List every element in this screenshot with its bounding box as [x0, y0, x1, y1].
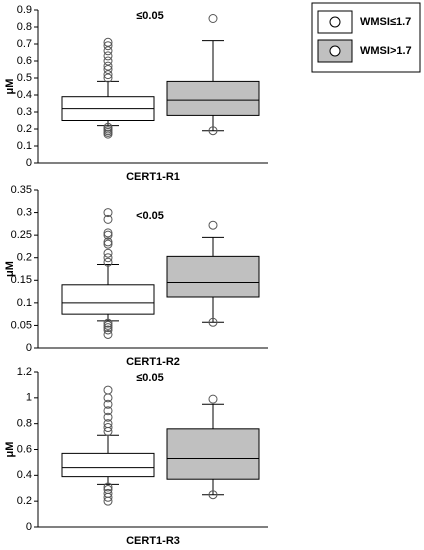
y-tick-label: 0.1	[17, 297, 32, 309]
outlier	[103, 325, 113, 335]
outlier	[208, 394, 218, 404]
annotation: ≤0.05	[136, 372, 163, 384]
outlier	[103, 399, 113, 409]
y-tick-label: 0.5	[17, 72, 32, 84]
y-tick-label: 0.15	[11, 274, 32, 286]
outlier	[208, 14, 218, 23]
y-axis-label: μM	[4, 442, 16, 458]
outlier	[208, 317, 218, 327]
y-tick-label: 0.2	[17, 495, 32, 507]
outlier	[103, 257, 113, 267]
annotation: <0.05	[136, 210, 164, 222]
outlier	[103, 482, 113, 492]
legend-label: WMSI>1.7	[360, 45, 412, 57]
outlier	[103, 423, 113, 433]
y-tick-label: 0	[26, 521, 32, 533]
outlier	[103, 230, 113, 240]
box	[166, 255, 260, 298]
outlier	[103, 129, 113, 139]
outlier	[103, 253, 113, 263]
outlier	[103, 419, 113, 429]
outlier	[103, 385, 113, 395]
y-tick-label: 0.3	[17, 106, 32, 118]
y-tick-label: 1	[26, 392, 32, 404]
y-tick-label: 0	[26, 342, 32, 354]
outlier	[103, 323, 113, 333]
y-tick-label: 0	[26, 157, 32, 169]
outlier	[103, 406, 113, 416]
outlier	[208, 220, 218, 230]
y-tick-label: 0.35	[11, 184, 32, 196]
outlier	[103, 61, 113, 71]
y-tick-label: 1.2	[17, 366, 32, 378]
y-tick-label: 0.2	[17, 123, 32, 135]
box	[166, 80, 260, 116]
outlier	[103, 239, 113, 249]
legend-symbol	[329, 16, 341, 28]
outlier	[103, 329, 113, 339]
y-tick-label: 0.4	[17, 89, 32, 101]
y-tick-label: 0.7	[17, 38, 32, 50]
legend-label: WMSI≤1.7	[360, 16, 411, 28]
y-tick-label: 0.1	[17, 140, 32, 152]
outlier	[208, 126, 218, 136]
outlier	[103, 496, 113, 506]
outlier	[103, 320, 113, 330]
y-tick-label: 0.9	[17, 4, 32, 16]
x-axis-label: CERT1-R2	[126, 356, 180, 368]
y-tick-label: 0.6	[17, 443, 32, 455]
y-tick-label: 0.05	[11, 319, 32, 331]
box	[61, 452, 155, 478]
outlier	[103, 51, 113, 61]
x-axis-label: CERT1-R3	[126, 535, 180, 547]
box	[61, 284, 155, 315]
outlier	[103, 248, 113, 258]
y-tick-label: 0.2	[17, 252, 32, 264]
y-tick-label: 0.25	[11, 229, 32, 241]
outlier	[103, 492, 113, 502]
outlier	[103, 208, 113, 218]
y-tick-label: 0.8	[17, 21, 32, 33]
box	[166, 428, 260, 480]
y-tick-label: 0.3	[17, 206, 32, 218]
y-axis-label: μM	[4, 261, 16, 277]
outlier	[103, 412, 113, 422]
y-axis-label: μM	[4, 79, 16, 95]
y-tick-label: 0.4	[17, 469, 32, 481]
outlier	[103, 56, 113, 66]
outlier	[103, 318, 113, 328]
outlier	[103, 41, 113, 51]
legend-symbol	[329, 45, 341, 57]
y-tick-label: 0.8	[17, 418, 32, 430]
annotation: ≤0.05	[136, 10, 163, 22]
outlier	[103, 228, 113, 238]
outlier	[103, 237, 113, 247]
outlier	[103, 214, 113, 224]
y-tick-label: 0.6	[17, 55, 32, 67]
outlier	[103, 37, 113, 47]
x-axis-label: CERT1-R1	[126, 171, 180, 183]
outlier	[208, 490, 218, 500]
